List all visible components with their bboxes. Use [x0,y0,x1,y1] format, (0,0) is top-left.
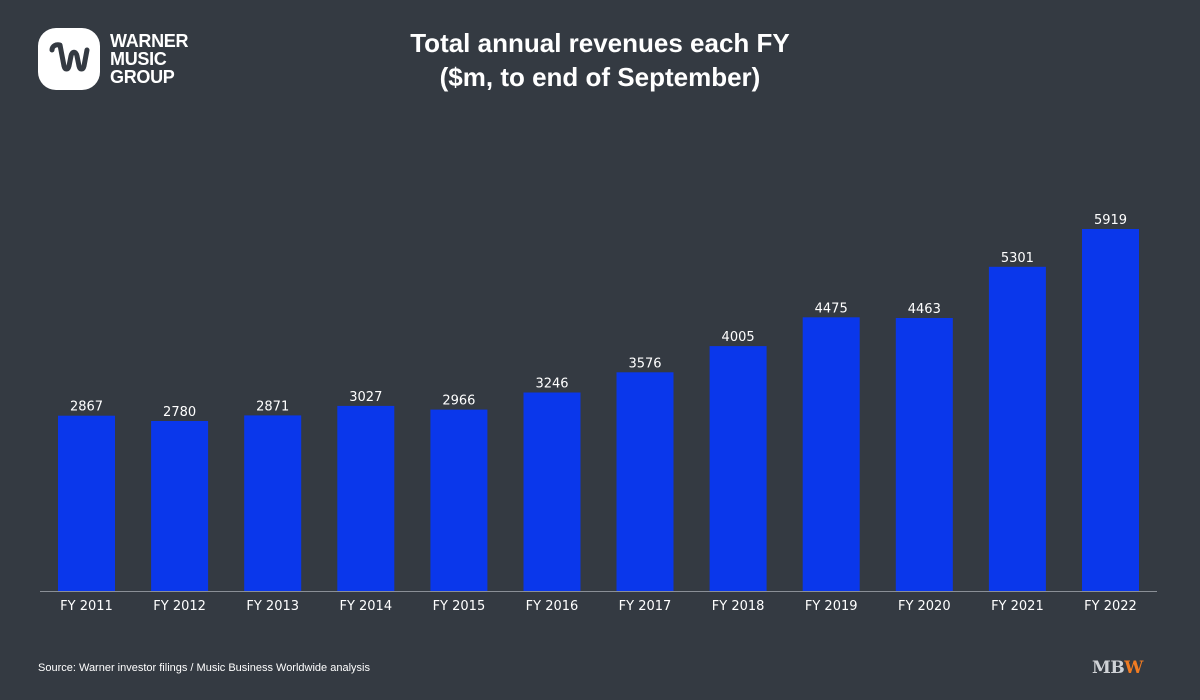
x-tick-label-fy-2013: FY 2013 [246,599,299,614]
data-label-fy-2013: 2871 [256,399,289,414]
warner-music-group-logo: WARNER MUSIC GROUP [38,28,230,90]
chart-title-line-2: ($m, to end of September) [439,62,761,92]
bar-fy-2016 [523,392,581,591]
data-label-fy-2015: 2966 [442,394,475,409]
x-tick-label-fy-2016: FY 2016 [526,599,579,614]
x-tick-label-fy-2015: FY 2015 [433,599,486,614]
bar-fy-2012 [151,421,209,591]
mbw-logo: MBW [1092,658,1143,678]
bar-fy-2011 [58,415,115,591]
data-label-fy-2020: 4463 [908,302,941,317]
source-note: Source: Warner investor filings / Music … [38,662,370,674]
wmg-logo-icon [38,28,100,90]
bar-fy-2013 [244,415,302,591]
data-label-fy-2016: 3246 [535,377,568,392]
data-label-fy-2021: 5301 [1001,251,1034,266]
bar-fy-2015 [430,409,488,591]
data-label-fy-2011: 2867 [70,400,103,415]
x-tick-label-fy-2012: FY 2012 [153,599,206,614]
x-tick-label-fy-2017: FY 2017 [619,599,672,614]
mbw-logo-w: W [1124,658,1143,678]
logo-wordmark: WARNER MUSIC GROUP [110,31,189,87]
x-tick-label-fy-2011: FY 2011 [60,599,113,614]
x-tick-label-fy-2014: FY 2014 [339,599,392,614]
data-label-fy-2012: 2780 [163,405,196,420]
bar-fy-2014 [337,405,395,591]
x-tick-label-fy-2021: FY 2021 [991,599,1044,614]
bar-fy-2019 [802,317,860,591]
bar-fy-2018 [709,346,767,591]
bar-fy-2021 [988,266,1046,591]
chart-title: Total annual revenues each FY ($m, to en… [190,26,1010,94]
bar-fy-2020 [895,318,953,591]
data-label-fy-2019: 4475 [815,301,848,316]
data-label-fy-2022: 5919 [1094,213,1127,228]
data-label-fy-2017: 3576 [628,356,661,371]
data-label-fy-2018: 4005 [722,330,755,345]
bar-fy-2017 [616,372,674,591]
x-tick-label-fy-2018: FY 2018 [712,599,765,614]
mbw-logo-mb: MB [1092,658,1125,678]
chart-title-line-1: Total annual revenues each FY [410,28,790,58]
x-tick-label-fy-2022: FY 2022 [1084,599,1137,614]
bar-fy-2022 [1082,229,1139,591]
x-tick-label-fy-2020: FY 2020 [898,599,951,614]
data-label-fy-2014: 3027 [349,390,382,405]
x-tick-label-fy-2019: FY 2019 [805,599,858,614]
